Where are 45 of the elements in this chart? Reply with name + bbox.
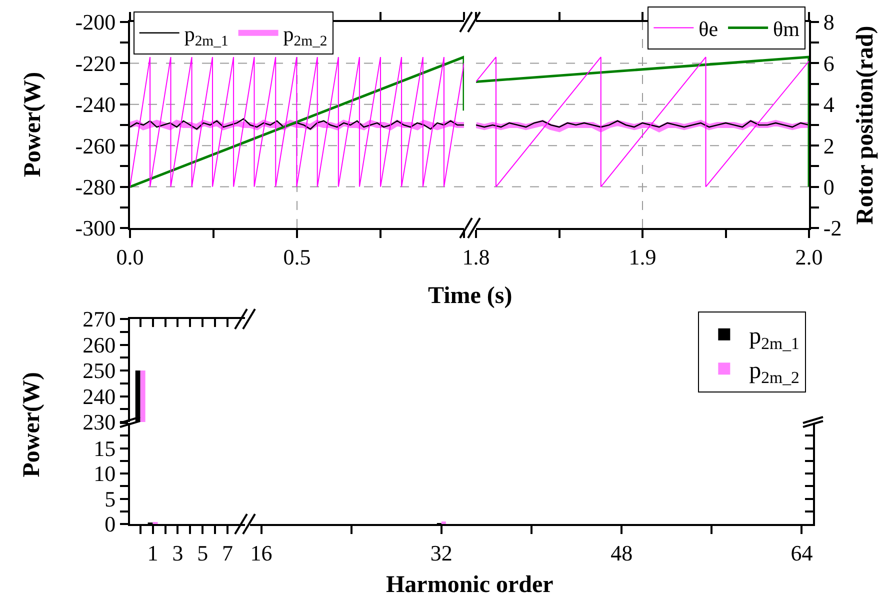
y2-tick-label: 0	[823, 174, 834, 200]
legend-label: p$_{2m_1}$	[749, 324, 800, 353]
x-tick-label: 1.9	[628, 244, 656, 270]
x-tick-label: 32	[430, 540, 452, 566]
x-tick-label: 1.8	[462, 244, 490, 270]
y-tick-label: 270	[82, 306, 116, 332]
legend-label: p$_{2m_1}$	[184, 22, 228, 50]
y-tick-label: -220	[75, 50, 116, 76]
x-tick-label: 3	[172, 540, 184, 566]
y-tick-label: 250	[82, 358, 116, 384]
y2-tick-label: 6	[823, 50, 834, 76]
x-tick-label: 1	[147, 540, 158, 566]
x-tick-label: 48	[610, 540, 633, 566]
legend-label: p$_{2m_2}$	[283, 22, 328, 50]
y-tick-label: 230	[82, 410, 116, 435]
y-tick-label: 0	[104, 512, 116, 537]
x-tick-label: 0.0	[116, 244, 144, 270]
y-tick-label: 240	[82, 384, 116, 409]
y-tick-label: 260	[82, 332, 116, 358]
x-axis-title: Harmonic order	[386, 572, 554, 598]
x-tick-label: 0.5	[283, 244, 311, 270]
y-tick-label: -300	[75, 216, 116, 241]
y-tick-label: -200	[75, 10, 116, 35]
y2-tick-label: 2	[823, 133, 834, 158]
x-tick-label: 16	[250, 540, 272, 566]
x-tick-label: 5	[197, 540, 208, 566]
y-axis-title: Power(W)	[19, 372, 46, 478]
y-tick-label: 10	[94, 461, 116, 486]
y-tick-label: -260	[75, 133, 116, 158]
x-tick-label: 2.0	[795, 244, 823, 270]
y2-axis-title: Rotor position(rad)	[852, 26, 879, 225]
legend-label: θe	[698, 16, 718, 41]
y-axis-title: Power(W)	[20, 72, 46, 178]
y-tick-label: 15	[94, 436, 116, 461]
y-tick-label: 5	[104, 486, 116, 512]
x-axis-title: Time (s)	[428, 283, 512, 309]
y-tick-label: -280	[75, 174, 116, 200]
x-tick-label: 7	[222, 540, 234, 566]
y-tick-label: -240	[75, 92, 116, 118]
x-tick-label: 64	[790, 540, 813, 566]
y2-tick-label: 4	[823, 92, 834, 118]
legend-label: p$_{2m_2}$	[749, 358, 800, 387]
y2-tick-label: 8	[823, 10, 834, 35]
y2-tick-label: -2	[823, 216, 842, 241]
legend-label: θm	[773, 16, 800, 41]
